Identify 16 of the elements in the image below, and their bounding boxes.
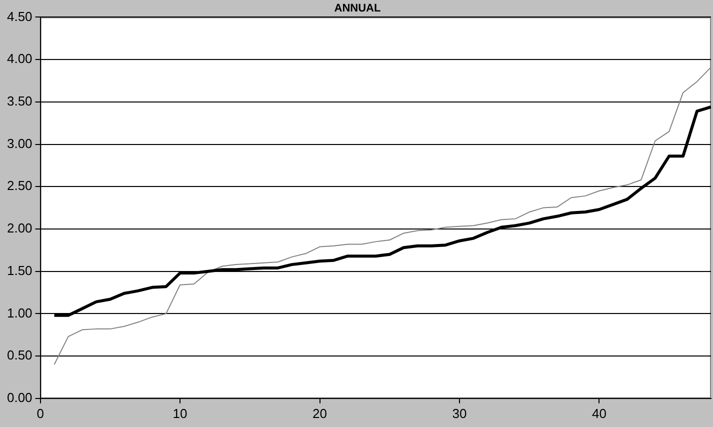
x-tick-label: 40 (592, 406, 606, 421)
y-tick-label: 0.00 (6, 390, 32, 405)
y-tick-label: 4.50 (6, 8, 32, 24)
x-tick-label: 10 (172, 406, 188, 421)
y-tick-label: 3.50 (6, 93, 32, 108)
chart-title: ANNUAL (334, 2, 381, 15)
x-tick-label: 20 (312, 406, 327, 421)
y-tick-label: 1.00 (6, 305, 32, 320)
x-tick-label: 0 (36, 406, 44, 421)
x-tick-label: 30 (452, 406, 467, 421)
y-tick-label: 0.50 (6, 348, 32, 363)
y-tick-label: 1.50 (6, 262, 32, 278)
y-tick-label: 3.00 (6, 136, 32, 151)
y-tick-label: 4.00 (6, 51, 32, 66)
y-tick-label: 2.00 (6, 220, 32, 236)
y-tick-label: 2.50 (6, 178, 32, 194)
